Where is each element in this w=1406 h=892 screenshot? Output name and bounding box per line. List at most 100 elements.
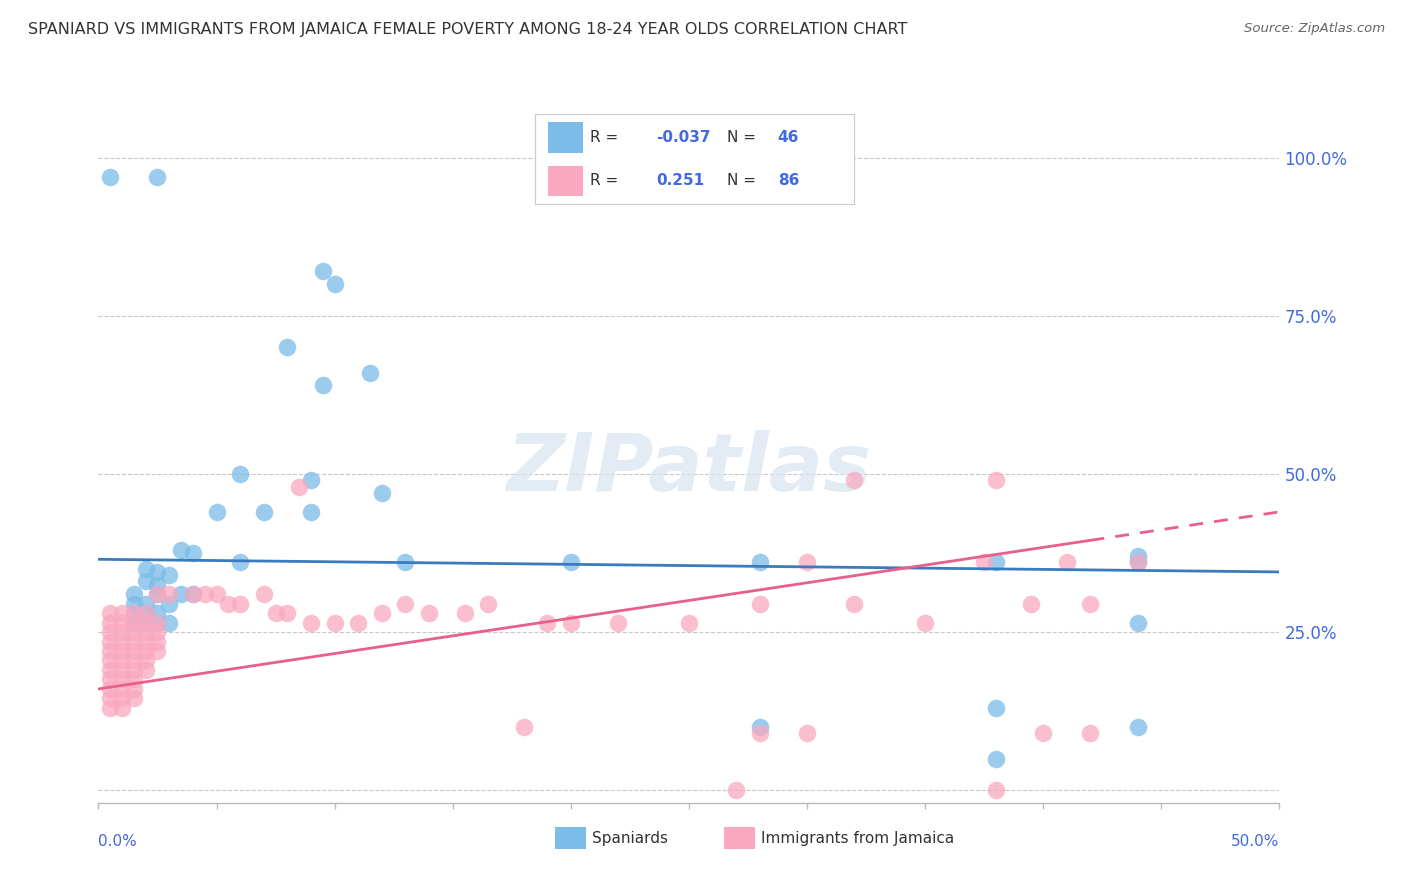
Point bbox=[229, 467, 252, 481]
Text: SPANIARD VS IMMIGRANTS FROM JAMAICA FEMALE POVERTY AMONG 18-24 YEAR OLDS CORRELA: SPANIARD VS IMMIGRANTS FROM JAMAICA FEMA… bbox=[28, 22, 907, 37]
Point bbox=[312, 264, 335, 278]
Point bbox=[98, 615, 121, 630]
Point bbox=[135, 615, 157, 630]
Point bbox=[122, 606, 145, 620]
Point bbox=[122, 587, 145, 601]
Point bbox=[371, 486, 394, 500]
Point bbox=[844, 473, 866, 487]
Point bbox=[98, 634, 121, 648]
Point bbox=[98, 691, 121, 706]
Point bbox=[157, 597, 180, 611]
Point bbox=[111, 644, 134, 658]
Point bbox=[536, 615, 558, 630]
Point bbox=[122, 634, 145, 648]
Point bbox=[98, 644, 121, 658]
Point bbox=[560, 615, 582, 630]
Text: Spaniards: Spaniards bbox=[592, 831, 668, 846]
Point bbox=[1126, 720, 1149, 734]
Point bbox=[359, 366, 381, 380]
Point bbox=[205, 505, 228, 519]
Point bbox=[394, 556, 416, 570]
Point bbox=[844, 597, 866, 611]
Point bbox=[607, 615, 630, 630]
Point bbox=[748, 720, 770, 734]
Point bbox=[135, 606, 157, 620]
Point bbox=[1080, 597, 1102, 611]
Point bbox=[264, 606, 287, 620]
Point bbox=[748, 726, 770, 740]
Point bbox=[111, 673, 134, 687]
Point bbox=[312, 378, 335, 392]
Point bbox=[984, 751, 1007, 765]
Point bbox=[146, 634, 169, 648]
Point bbox=[323, 615, 346, 630]
Point bbox=[146, 587, 169, 601]
Point bbox=[135, 653, 157, 667]
Point bbox=[371, 606, 394, 620]
Point bbox=[122, 691, 145, 706]
Point bbox=[157, 615, 180, 630]
Point bbox=[181, 546, 204, 560]
Point bbox=[748, 597, 770, 611]
Point bbox=[453, 606, 475, 620]
Point bbox=[146, 625, 169, 640]
Point bbox=[276, 606, 298, 620]
Point bbox=[98, 673, 121, 687]
Point bbox=[984, 783, 1007, 797]
Point bbox=[170, 542, 193, 557]
Point bbox=[122, 673, 145, 687]
Point bbox=[394, 597, 416, 611]
Point bbox=[135, 644, 157, 658]
Point bbox=[347, 615, 370, 630]
Point bbox=[229, 556, 252, 570]
Point bbox=[122, 681, 145, 696]
Point bbox=[796, 556, 818, 570]
Point bbox=[122, 597, 145, 611]
Point bbox=[194, 587, 217, 601]
Point bbox=[98, 701, 121, 715]
Point bbox=[1080, 726, 1102, 740]
Point bbox=[914, 615, 936, 630]
Point bbox=[288, 479, 311, 493]
Point bbox=[111, 606, 134, 620]
Point bbox=[135, 634, 157, 648]
Point bbox=[122, 663, 145, 677]
Point bbox=[157, 587, 180, 601]
Point bbox=[98, 625, 121, 640]
Point bbox=[98, 169, 121, 184]
Point bbox=[111, 634, 134, 648]
Point bbox=[299, 505, 322, 519]
Point bbox=[135, 562, 157, 576]
Point bbox=[205, 587, 228, 601]
Point bbox=[146, 587, 169, 601]
Point bbox=[477, 597, 499, 611]
Point bbox=[170, 587, 193, 601]
Text: 50.0%: 50.0% bbox=[1232, 834, 1279, 849]
Point bbox=[111, 681, 134, 696]
Point bbox=[253, 505, 276, 519]
Point bbox=[111, 615, 134, 630]
Point bbox=[135, 615, 157, 630]
Point bbox=[146, 169, 169, 184]
Text: Source: ZipAtlas.com: Source: ZipAtlas.com bbox=[1244, 22, 1385, 36]
Point bbox=[111, 691, 134, 706]
Point bbox=[146, 577, 169, 591]
Point bbox=[253, 587, 276, 601]
Point bbox=[146, 644, 169, 658]
Point bbox=[122, 615, 145, 630]
Point bbox=[276, 340, 298, 354]
Point bbox=[98, 653, 121, 667]
Point bbox=[984, 556, 1007, 570]
Point bbox=[973, 556, 995, 570]
Point bbox=[512, 720, 534, 734]
Point bbox=[217, 597, 239, 611]
Point bbox=[229, 597, 252, 611]
Point bbox=[560, 556, 582, 570]
Point bbox=[1021, 597, 1043, 611]
Point bbox=[146, 615, 169, 630]
Point bbox=[323, 277, 346, 292]
Point bbox=[122, 625, 145, 640]
Point bbox=[748, 556, 770, 570]
Point bbox=[796, 726, 818, 740]
Point bbox=[122, 615, 145, 630]
